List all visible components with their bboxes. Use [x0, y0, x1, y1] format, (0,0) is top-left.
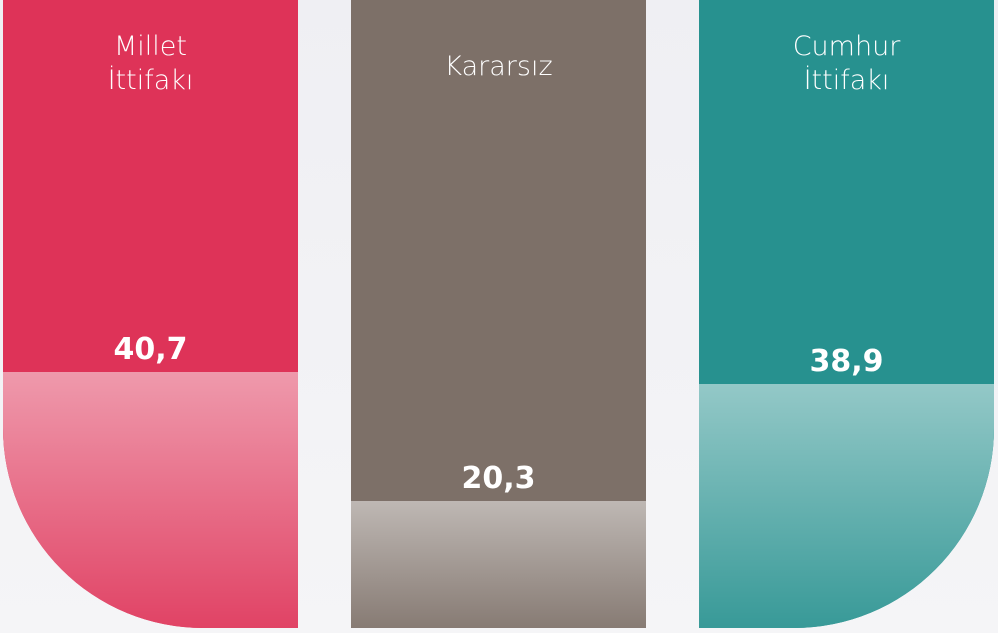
- value-label: 38,9: [809, 343, 884, 379]
- column: Cumhur İttifakı 38,9: [699, 0, 994, 628]
- bar: [3, 372, 298, 628]
- bar: [351, 500, 646, 628]
- column: Kararsız 20,3: [351, 0, 646, 628]
- bar: [699, 383, 994, 628]
- category-label: Millet İttifakı: [107, 31, 194, 96]
- value-label: 40,7: [113, 332, 188, 368]
- column: Millet İttifakı 40,7: [3, 0, 298, 628]
- category-label: Kararsız: [444, 51, 553, 82]
- category-label: Cumhur İttifakı: [792, 31, 901, 96]
- value-label: 20,3: [461, 460, 536, 496]
